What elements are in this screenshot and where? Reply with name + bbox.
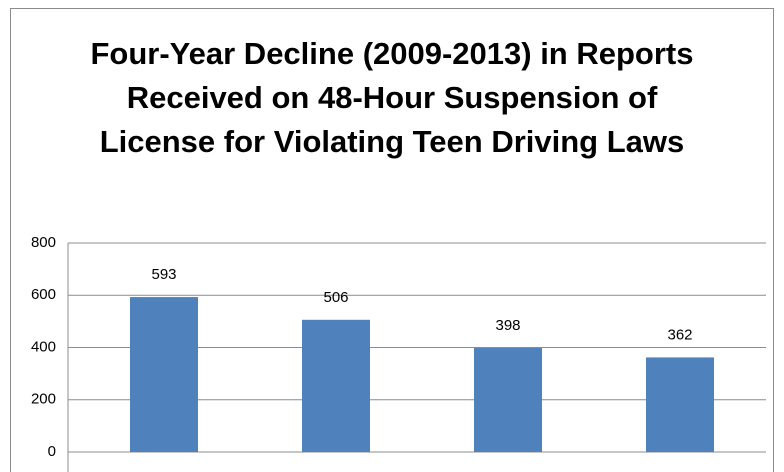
bar [474, 348, 542, 452]
y-tick-label: 400 [31, 338, 56, 355]
chart-frame [10, 8, 774, 472]
y-tick-label: 200 [31, 391, 56, 408]
y-tick-label: 600 [31, 286, 56, 303]
data-label: 362 [667, 326, 692, 343]
data-label: 593 [151, 266, 176, 283]
y-tick-label: 0 [48, 443, 56, 460]
data-label: 398 [495, 317, 520, 334]
bar [302, 319, 370, 452]
chart-title: Four-Year Decline (2009-2013) in Reports… [90, 36, 694, 159]
bar [646, 357, 714, 452]
y-tick-label: 800 [31, 234, 56, 251]
bar [130, 297, 198, 452]
data-label: 506 [323, 289, 348, 306]
